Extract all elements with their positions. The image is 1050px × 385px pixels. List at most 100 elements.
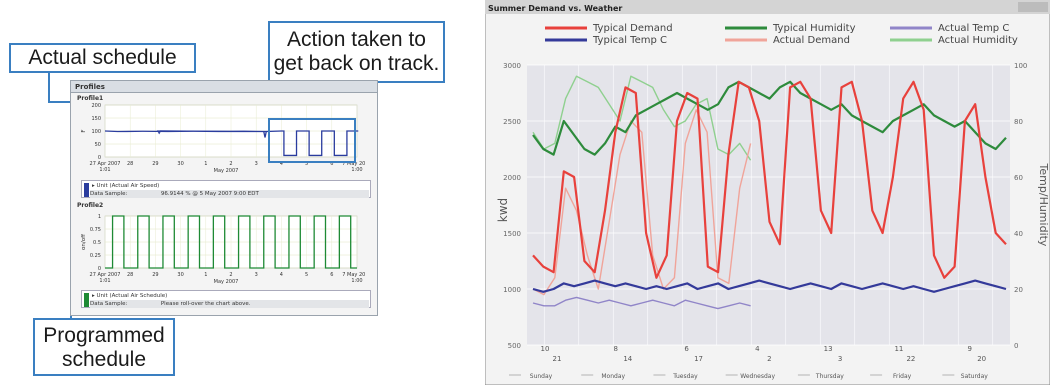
legend-label: Actual Humidity [938, 35, 1018, 46]
y-tick-label: 50 [95, 142, 101, 148]
legend-label: Actual Demand [773, 35, 850, 46]
callout-actual-text: Actual schedule [28, 46, 177, 69]
x-date-label: 11 [894, 345, 903, 353]
series-line [532, 109, 752, 296]
profile1-label: Profile1 [77, 95, 104, 102]
legend-label: Typical Demand [592, 23, 673, 34]
y-tick-label: 1500 [503, 230, 521, 238]
y-axis-label: on/off [81, 234, 87, 250]
x-tick-label: 27 Apr 2007 [90, 272, 121, 278]
profile2-sample-value: Please roll-over the chart above. [160, 301, 251, 307]
y-tick-label: 0.75 [90, 227, 101, 233]
x-tick-label: 4 [280, 161, 283, 167]
series-line [105, 215, 357, 269]
callout-programmed-schedule: Programmed schedule [33, 318, 175, 376]
x-tick-label: 7 May 2007 [342, 272, 365, 278]
x-tick-label: 5 [305, 161, 308, 167]
x-tick-label: 2 [229, 272, 232, 278]
x-date-label: 9 [967, 345, 971, 353]
y-axis-label: kwd [496, 198, 510, 222]
profile2-sample-row: Data Sample: Please roll-over the chart … [90, 300, 369, 308]
series-line [104, 130, 359, 157]
x-tick-label: 1:00 [351, 278, 362, 284]
x-date-label: 13 [824, 345, 833, 353]
y-tick-label: 2500 [503, 118, 521, 126]
y-tick-label: 1 [98, 214, 101, 220]
x-tick-label: 1 [204, 272, 207, 278]
connector-actual-h [48, 101, 88, 103]
profiles-panel-title: Profiles [71, 81, 377, 93]
x-tick-label: 30 [177, 161, 183, 167]
profile1-sample-row: Data Sample: 96.9144 % @ 5 May 2007 9:00… [90, 190, 369, 198]
chart-titlebar [485, 0, 1050, 14]
callout-action-line1: Action taken to [287, 28, 426, 51]
y2-axis-label: Temp/Humidity [1037, 163, 1050, 247]
y-tick-label: 0 [98, 266, 101, 272]
x-date-label: 20 [977, 355, 986, 363]
chart-title: Summer Demand vs. Weather [488, 4, 622, 13]
profile1-legend: ▸ Unit (Actual Air Speed) Data Sample: 9… [81, 180, 371, 198]
legend-label: Actual Temp C [938, 23, 1009, 34]
profile2-sample-label: Data Sample: [90, 301, 128, 307]
x-tick-label: 28 [127, 161, 133, 167]
y2-tick-label: 80 [1014, 118, 1023, 126]
x-date-label: 3 [838, 355, 842, 363]
legend-label: Typical Humidity [772, 23, 856, 34]
x-date-label: 2 [767, 355, 771, 363]
x-day-label: Friday [893, 373, 912, 380]
callout-programmed-line2: schedule [61, 348, 147, 371]
x-day-label: Thursday [815, 373, 844, 380]
x-date-label: 8 [614, 345, 618, 353]
y-tick-label: 0.25 [90, 253, 101, 259]
callout-action-taken: Action taken to get back on track. [268, 21, 445, 83]
y-tick-label: 1000 [503, 286, 521, 294]
x-tick-label: 29 [152, 272, 158, 278]
x-tick-label: 2 [229, 161, 232, 167]
y-axis-label: F [81, 129, 87, 132]
legend-label: Typical Temp C [592, 35, 667, 46]
x-tick-label: 6 [330, 161, 333, 167]
y2-tick-label: 60 [1014, 174, 1023, 182]
action-highlight-box [268, 118, 356, 163]
x-tick-label: 4 [280, 272, 283, 278]
x-day-label: Saturday [961, 373, 988, 380]
connector-actual-v [48, 73, 50, 103]
y-tick-label: 150 [91, 116, 101, 122]
x-date-label: 22 [906, 355, 915, 363]
x-date-label: 21 [553, 355, 562, 363]
titlebar-button [1018, 2, 1048, 12]
x-date-label: 10 [541, 345, 550, 353]
x-tick-label: 3 [255, 161, 258, 167]
profile2-legend-item[interactable]: ▸ Unit (Actual Air Schedule) [92, 293, 168, 299]
y-tick-label: 100 [91, 129, 101, 135]
profile1-legend-item[interactable]: ▸ Unit (Actual Air Speed) [92, 183, 160, 189]
series-line [532, 296, 751, 310]
x-tick-label: 1:01 [99, 167, 110, 173]
y2-tick-label: 40 [1014, 230, 1023, 238]
x-tick-label: 29 [152, 161, 158, 167]
x-tick-label: 30 [177, 272, 183, 278]
y2-tick-label: 0 [1014, 342, 1018, 350]
profile1-legend-text: Unit (Actual Air Speed) [96, 183, 160, 189]
x-tick-label: 28 [127, 272, 133, 278]
profile1-sample-label: Data Sample: [90, 191, 128, 197]
x-day-label: Wednesday [740, 373, 775, 380]
x-day-label: Monday [601, 373, 625, 380]
y2-tick-label: 20 [1014, 286, 1023, 294]
callout-programmed-line1: Programmed [43, 324, 165, 347]
series-line [532, 80, 1007, 156]
profile2-legend-text: Unit (Actual Air Schedule) [96, 293, 168, 299]
x-tick-label: 1:00 [351, 167, 362, 173]
y-tick-label: 2000 [503, 174, 521, 182]
y-tick-label: 0 [98, 155, 101, 161]
series-line [532, 75, 752, 161]
y2-tick-label: 100 [1014, 62, 1027, 70]
x-day-label: Tuesday [672, 373, 698, 380]
x-day-label: Sunday [530, 373, 553, 380]
x-tick-label: 6 [330, 272, 333, 278]
x-date-label: 6 [684, 345, 689, 353]
profile1-legend-swatch [84, 183, 89, 197]
x-date-label: 4 [755, 345, 760, 353]
